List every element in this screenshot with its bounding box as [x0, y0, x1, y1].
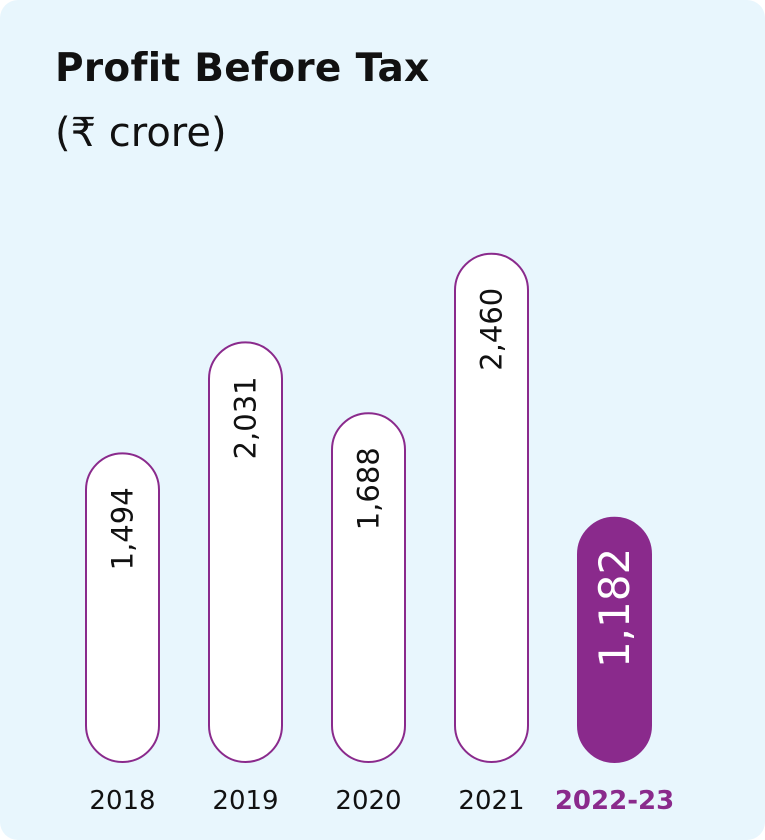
category-label-2022-23: 2022-23 [555, 786, 674, 816]
chart-subtitle: (₹ crore) [55, 110, 227, 156]
category-label-2019: 2019 [212, 786, 278, 816]
category-label-2018: 2018 [89, 786, 155, 816]
value-label-2022-23: 1,182 [590, 548, 639, 668]
value-label-2021: 2,460 [475, 288, 509, 371]
chart-title: Profit Before Tax [55, 46, 430, 91]
category-label-2021: 2021 [458, 786, 524, 816]
bar-2021 [454, 252, 529, 763]
bar-2019 [208, 341, 283, 763]
value-label-2018: 1,494 [106, 487, 140, 570]
category-label-2020: 2020 [335, 786, 401, 816]
value-label-2019: 2,031 [229, 376, 263, 459]
bar-2022-23 [577, 516, 652, 764]
bar-2020 [331, 412, 406, 763]
value-label-2020: 1,688 [352, 447, 386, 530]
bar-2018 [85, 452, 160, 763]
